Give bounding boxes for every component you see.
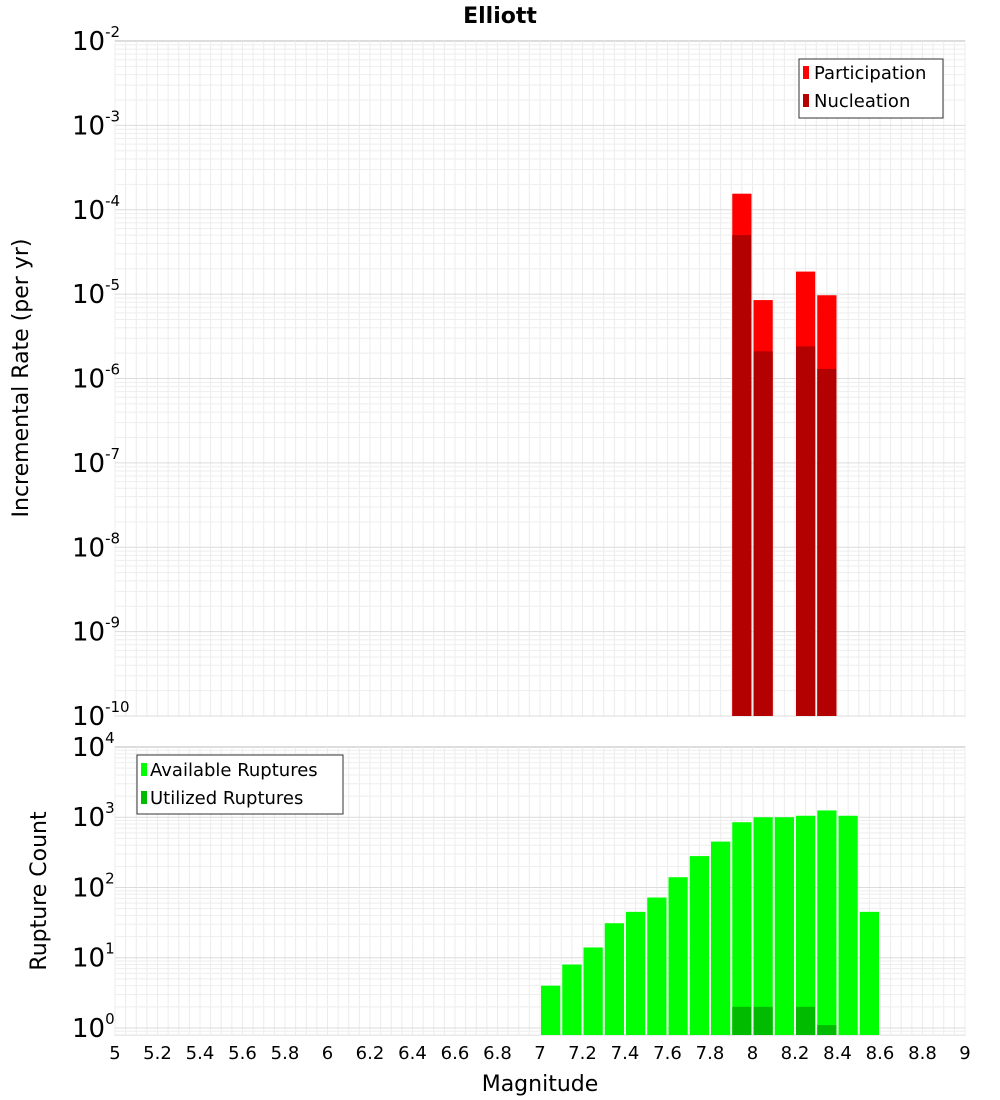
bottom-y-axis-label: Rupture Count [27, 811, 52, 971]
legend-label-utilized: Utilized Ruptures [150, 788, 303, 809]
y-tick-label: 104 [72, 729, 115, 763]
top-gridlines [114, 41, 966, 717]
bar-available-ruptures-6 [668, 877, 688, 1035]
legend-swatch-participation [803, 66, 809, 79]
y-tick-label: 101 [72, 940, 115, 974]
y-tick-label: 102 [72, 869, 115, 903]
x-tick-label: 7 [534, 1043, 545, 1064]
bottom-legend: Available Ruptures Utilized Ruptures [136, 754, 344, 815]
y-tick-label: 10-2 [72, 23, 120, 57]
y-tick-label: 103 [72, 799, 115, 833]
bar-nucleation-1 [753, 351, 773, 716]
y-tick-label: 10-5 [72, 276, 120, 310]
x-tick-label: 5 [109, 1043, 120, 1064]
x-tick-label: 6.8 [483, 1043, 512, 1064]
x-tick-label: 7.4 [611, 1043, 640, 1064]
bar-available-ruptures-14 [838, 815, 858, 1035]
bar-nucleation-2 [796, 346, 816, 716]
bar-available-ruptures-1 [562, 964, 582, 1035]
x-tick-label: 6.4 [398, 1043, 427, 1064]
legend-swatch-available [141, 763, 147, 776]
legend-label-available: Available Ruptures [150, 760, 318, 781]
chart-title: Elliott [463, 4, 537, 29]
bottom-legend-box [136, 754, 344, 815]
bar-utilized-ruptures-1 [753, 1006, 773, 1035]
x-tick-label: 7.2 [568, 1043, 597, 1064]
x-tick-labels: 5 5.2 5.4 5.6 5.8 6 6.2 6.4 6.6 6.8 7 7.2 7.4 7.6 7.8 8… [109, 1043, 970, 1064]
bar-utilized-ruptures-0 [732, 1006, 752, 1035]
x-tick-label: 5.4 [186, 1043, 215, 1064]
x-tick-label: 8 [747, 1043, 758, 1064]
x-tick-label: 9 [959, 1043, 970, 1064]
legend-label-participation: Participation [814, 63, 926, 84]
bar-available-ruptures-15 [859, 911, 879, 1035]
bar-available-ruptures-3 [604, 923, 624, 1035]
y-tick-label: 10-4 [72, 192, 120, 226]
y-tick-label: 100 [72, 1010, 115, 1044]
legend-swatch-utilized [141, 791, 147, 804]
top-legend-box [798, 58, 944, 119]
legend-swatch-nucleation [803, 94, 809, 107]
bar-available-ruptures-7 [689, 856, 709, 1035]
top-legend: Participation Nucleation [798, 58, 944, 119]
bar-available-ruptures-8 [711, 841, 731, 1035]
x-tick-label: 6 [322, 1043, 333, 1064]
y-tick-label: 10-7 [72, 445, 120, 479]
bar-available-ruptures-9 [732, 822, 752, 1035]
bar-utilized-ruptures-3 [817, 1025, 837, 1035]
bottom-plot: 104 103 102 101 100 5 5.2 5.4 5.6 5.8 6 6.2 6.4 6.6 6… [27, 729, 971, 1097]
x-tick-label: 8.4 [823, 1043, 852, 1064]
bar-available-ruptures-11 [774, 817, 794, 1035]
x-tick-label: 7.8 [696, 1043, 725, 1064]
bar-available-ruptures-12 [796, 815, 816, 1035]
x-axis-label: Magnitude [482, 1072, 599, 1097]
bar-available-ruptures-0 [541, 985, 561, 1035]
bar-available-ruptures-10 [753, 817, 773, 1035]
x-tick-label: 5.8 [271, 1043, 300, 1064]
x-tick-label: 6.2 [356, 1043, 385, 1064]
bottom-y-tick-labels: 104 103 102 101 100 [72, 729, 115, 1044]
top-bars [732, 193, 837, 716]
bar-available-ruptures-2 [583, 947, 603, 1035]
bar-available-ruptures-4 [626, 911, 646, 1035]
y-tick-label: 10-10 [72, 698, 130, 732]
top-plot: 10-2 10-3 10-4 10-5 10-6 10-7 10-8 10-9 10-10 In… [9, 23, 966, 732]
y-tick-label: 10-8 [72, 529, 120, 563]
bar-nucleation-0 [732, 235, 752, 716]
x-tick-label: 5.6 [228, 1043, 257, 1064]
top-y-tick-labels: 10-2 10-3 10-4 10-5 10-6 10-7 10-8 10-9 10-10 [72, 23, 130, 732]
legend-label-nucleation: Nucleation [814, 91, 910, 112]
bar-available-ruptures-5 [647, 897, 667, 1035]
x-tick-label: 5.2 [143, 1043, 172, 1064]
x-tick-label: 8.6 [866, 1043, 895, 1064]
bottom-bars [541, 810, 879, 1035]
top-y-axis-label: Incremental Rate (per yr) [9, 239, 34, 518]
x-tick-label: 8.2 [781, 1043, 810, 1064]
bar-available-ruptures-13 [817, 810, 837, 1035]
y-tick-label: 10-9 [72, 614, 120, 648]
bar-nucleation-3 [817, 368, 837, 716]
bar-utilized-ruptures-2 [796, 1006, 816, 1035]
x-tick-label: 6.6 [441, 1043, 470, 1064]
x-tick-label: 7.6 [653, 1043, 682, 1064]
x-tick-label: 8.8 [908, 1043, 937, 1064]
y-tick-label: 10-6 [72, 361, 120, 395]
y-tick-label: 10-3 [72, 107, 120, 141]
